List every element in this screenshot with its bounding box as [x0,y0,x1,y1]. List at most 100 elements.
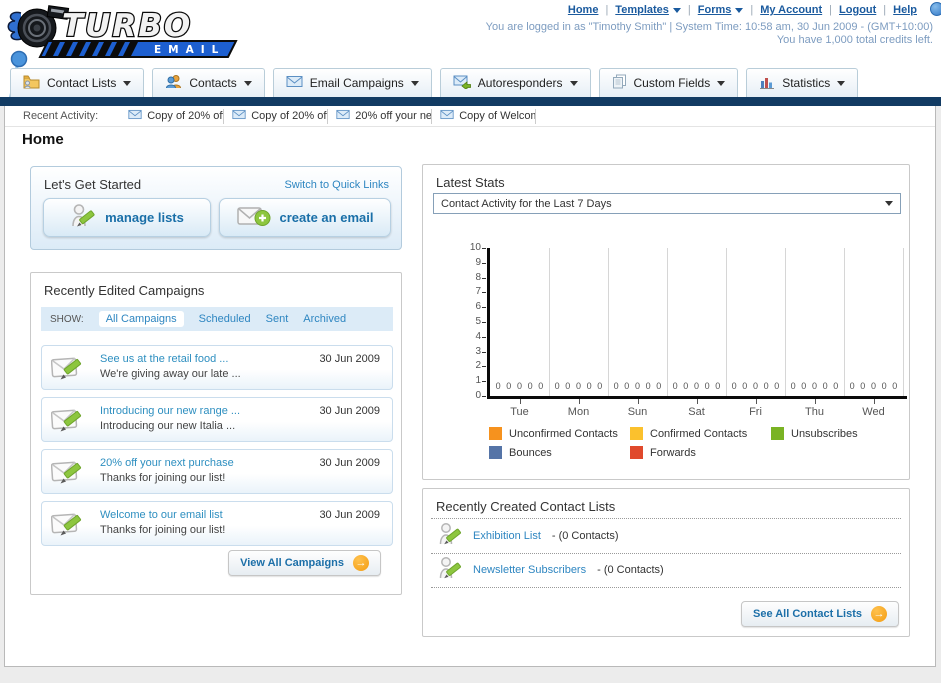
manage-lists-button[interactable]: manage lists [43,198,211,237]
map-pin-right-icon [930,2,941,16]
filter-all-campaigns[interactable]: All Campaigns [98,311,184,327]
campaign-title-link[interactable]: See us at the retail food ... [100,353,229,365]
y-tick-label: 1 [475,375,481,387]
campaigns-filter-bar: SHOW: All Campaigns Scheduled Sent Archived [41,307,393,331]
y-tick-label: 2 [475,360,481,372]
x-axis-day-label: Sun [627,406,648,418]
nav-link-my-account[interactable]: My Account [760,4,822,16]
y-tick-label: 10 [469,242,481,253]
x-axis-day-label: Thu [805,406,824,418]
svg-text:TURBO: TURBO [62,8,192,44]
x-axis-day-label: Wed [862,406,885,418]
get-started-title: Let's Get Started [44,177,142,192]
bar-value-label: 0 [516,381,522,391]
y-tick-mark [482,366,486,368]
bar-value-label: 0 [624,381,630,391]
contact-list-name-link[interactable]: Newsletter Subscribers [473,564,587,576]
envelope-pencil-icon [50,354,85,387]
tab-autoresponders[interactable]: Autoresponders [439,68,591,97]
filter-scheduled[interactable]: Scheduled [198,313,251,325]
left-margin [0,106,4,683]
bar-value-label: 0 [731,381,737,391]
filter-sent[interactable]: Sent [265,313,289,325]
bar-value-label: 0 [870,381,876,391]
campaign-title-link[interactable]: Introducing our new range ... [100,405,241,417]
day-separator-gridline [549,248,550,396]
campaign-title-link[interactable]: 20% off your next purchase [100,457,234,469]
legend-swatch [630,446,643,459]
plot-right-border [903,248,904,396]
bar-value-label: 0 [752,381,758,391]
main-tab-bar: Contact Lists Contacts Email Campaigns Auto… [10,66,941,97]
create-email-button[interactable]: create an email [219,198,391,237]
chevron-down-icon [885,201,893,206]
x-tick-mark [696,399,698,404]
y-tick-mark [482,322,486,323]
contact-list-item[interactable]: Exhibition List - (0 Contacts) [438,521,619,551]
tab-label: Autoresponders [477,76,563,90]
recent-activity-item[interactable]: 20% off your next p [328,108,433,124]
legend-swatch [489,427,502,440]
nav-link-home[interactable]: Home [568,4,599,16]
contact-list-name-link[interactable]: Exhibition List [473,530,541,542]
x-tick-mark [873,399,875,404]
people-icon [165,74,182,92]
envelope-icon [128,109,142,123]
campaign-title-link[interactable]: Welcome to our email list [100,509,223,521]
campaign-item[interactable]: Welcome to our email list Thanks for join… [41,501,393,546]
nav-link-logout[interactable]: Logout [839,4,876,16]
person-pencil-icon [438,521,462,551]
tab-statistics[interactable]: Statistics [746,68,859,97]
y-tick-mark [482,248,486,249]
legend-label: Confirmed Contacts [650,427,748,440]
recent-activity-item[interactable]: Copy of 20% off yo [224,108,329,124]
legend-label: Forwards [650,446,696,459]
y-tick-mark [482,396,486,397]
view-all-campaigns-button[interactable]: View All Campaigns [228,550,381,576]
filter-archived[interactable]: Archived [303,313,347,325]
bar-value-label: 0 [742,381,748,391]
y-tick-label: 6 [475,301,481,313]
latest-stats-title: Latest Stats [436,175,505,190]
stats-activity-dropdown[interactable]: Contact Activity for the Last 7 Days [433,193,901,214]
footer-bar [0,667,941,683]
day-separator-gridline [844,248,845,396]
bar-value-label: 0 [790,381,796,391]
see-all-contact-lists-button[interactable]: See All Contact Lists [740,601,899,627]
chevron-down-icon [410,80,419,86]
turbo-email-logo[interactable]: TURBO EMAIL [6,3,242,61]
tab-custom-fields[interactable]: Custom Fields [598,68,739,97]
campaign-item[interactable]: See us at the retail food ... We're givin… [41,345,393,390]
switch-quick-links-link[interactable]: Switch to Quick Links [284,179,389,191]
dotted-divider [431,587,901,588]
tab-contacts[interactable]: Contacts [152,68,265,97]
y-tick-label: 7 [475,286,481,298]
campaign-item[interactable]: Introducing our new range ... Introducing… [41,397,393,442]
bar-value-label: 0 [774,381,780,391]
contact-lists-title: Recently Created Contact Lists [436,499,616,514]
recent-activity-item-label: 20% off your next p [355,110,432,122]
top-nav: Home | Templates | Forms | My Account | Logout | H… [568,4,917,16]
campaign-item[interactable]: 20% off your next purchase Thanks for joi… [41,449,393,494]
recent-activity-item[interactable]: Copy of 20% off yo [120,108,225,124]
nav-link-help[interactable]: Help [893,4,917,16]
envelope-pencil-icon [50,458,85,491]
legend-label: Bounces [509,446,552,459]
contact-list-item[interactable]: Newsletter Subscribers - (0 Contacts) [438,555,664,585]
x-tick-mark [519,399,521,404]
nav-link-templates[interactable]: Templates [615,4,681,16]
nav-link-label: Logout [839,4,877,16]
recent-activity-item[interactable]: Copy of Welcome to [432,108,537,124]
bar-value-label: 0 [822,381,828,391]
y-tick-mark [482,277,486,279]
tab-email-campaigns[interactable]: Email Campaigns [272,68,432,97]
y-tick-label: 9 [475,256,481,268]
tab-contact-lists[interactable]: Contact Lists [10,68,145,97]
nav-link-forms[interactable]: Forms [698,4,744,16]
bar-value-label: 0 [565,381,571,391]
